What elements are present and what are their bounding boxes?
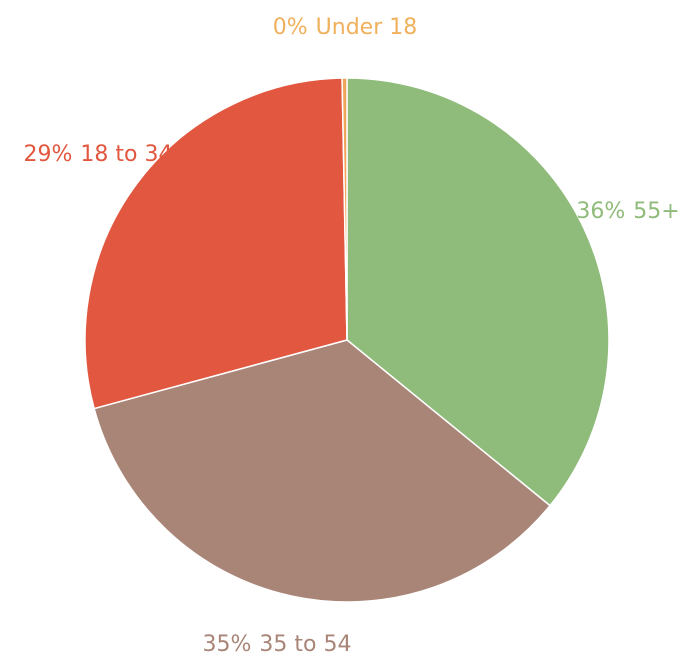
slice-label: 36% 55+ <box>576 199 679 224</box>
pie-slice <box>93 339 552 603</box>
slice-category-label: 35 to 54 <box>259 632 351 657</box>
slice-label: 0% Under 18 <box>273 15 417 40</box>
slice-value-label: 36% <box>576 199 625 224</box>
slice-value-label: 35% <box>203 632 252 657</box>
pie-slice <box>84 77 348 410</box>
slice-value-label: 29% <box>24 142 73 167</box>
slice-label: 29% 18 to 34 <box>24 142 173 167</box>
slice-category-label: 55+ <box>633 199 679 224</box>
slice-value-label: 0% <box>273 15 308 40</box>
slice-category-label: Under 18 <box>316 15 418 40</box>
pie-slice <box>341 77 348 341</box>
pie-slice <box>346 77 610 507</box>
slice-label: 35% 35 to 54 <box>203 632 352 657</box>
slice-category-label: 18 to 34 <box>80 142 172 167</box>
